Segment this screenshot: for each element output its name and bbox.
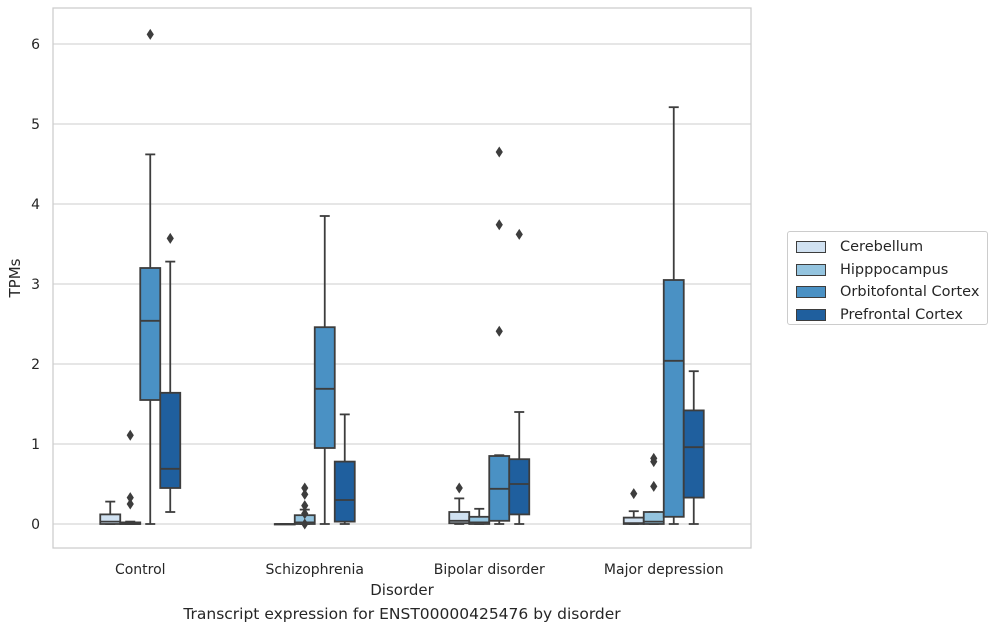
legend-label: Cerebellum bbox=[840, 239, 924, 256]
box-iqr bbox=[662, 279, 685, 518]
box-orbitofontal-cortex-0 bbox=[139, 28, 162, 525]
outlier-point bbox=[166, 232, 174, 244]
box-prefrontal-cortex-0 bbox=[159, 232, 182, 513]
legend-item-orbitofrontal-cortex: Orbitofontal Cortex bbox=[796, 281, 979, 304]
outlier-point bbox=[650, 480, 658, 492]
y-tick-label: 0 bbox=[31, 517, 40, 533]
outlier-point bbox=[126, 498, 134, 510]
outlier-point bbox=[650, 452, 658, 464]
box-prefrontal-cortex-1 bbox=[333, 413, 356, 525]
outlier-point bbox=[495, 219, 503, 231]
outlier-point bbox=[126, 492, 134, 504]
outlier-point bbox=[146, 28, 154, 40]
box-cerebellum-3 bbox=[622, 488, 645, 525]
y-tick-label: 6 bbox=[31, 37, 40, 53]
outlier-point bbox=[301, 488, 309, 500]
outlier-point bbox=[126, 429, 134, 441]
plot-area-frame bbox=[52, 7, 752, 549]
box-cerebellum-2 bbox=[448, 482, 471, 525]
outlier-point bbox=[301, 508, 309, 520]
chart-legend: Cerebellum Hipppocampus Orbitofontal Cor… bbox=[787, 231, 988, 325]
y-tick-label: 5 bbox=[31, 117, 40, 133]
legend-label: Hipppocampus bbox=[840, 261, 949, 278]
box-hipppocampus-1 bbox=[293, 482, 316, 530]
outlier-point bbox=[515, 228, 523, 240]
x-tick-label: Major depression bbox=[604, 562, 724, 578]
legend-swatch bbox=[796, 308, 826, 321]
legend-swatch bbox=[796, 286, 826, 299]
box-orbitofontal-cortex-2 bbox=[488, 146, 511, 525]
box-iqr bbox=[139, 267, 162, 401]
box-hipppocampus-0 bbox=[119, 429, 142, 525]
y-axis-ticks: 0 1 2 3 4 5 6 bbox=[31, 37, 40, 533]
box-prefrontal-cortex-3 bbox=[682, 370, 705, 525]
outlier-point bbox=[630, 488, 638, 500]
box-hipppocampus-3 bbox=[642, 452, 665, 525]
x-tick-label: Bipolar disorder bbox=[434, 562, 545, 578]
box-orbitofontal-cortex-3 bbox=[662, 106, 685, 525]
y-tick-label: 1 bbox=[31, 437, 40, 453]
outlier-point bbox=[495, 325, 503, 337]
legend-item-prefrontal-cortex: Prefrontal Cortex bbox=[796, 304, 979, 327]
legend-label: Prefrontal Cortex bbox=[840, 306, 963, 323]
x-axis-ticks: Control Schizophrenia Bipolar disorder Majo… bbox=[115, 562, 724, 578]
box-hipppocampus-2 bbox=[468, 507, 491, 525]
box-iqr bbox=[159, 391, 182, 489]
box-iqr bbox=[313, 326, 336, 449]
x-axis-label: Disorder bbox=[370, 581, 434, 599]
box-cerebellum-0 bbox=[99, 500, 122, 525]
box-iqr bbox=[333, 460, 356, 523]
legend-item-cerebellum: Cerebellum bbox=[796, 236, 979, 259]
box-prefrontal-cortex-2 bbox=[508, 228, 531, 525]
box-iqr bbox=[682, 409, 705, 499]
legend-swatch bbox=[796, 263, 826, 276]
y-axis-label: TPMs bbox=[6, 258, 24, 298]
box-cerebellum-1 bbox=[273, 523, 296, 526]
y-tick-label: 2 bbox=[31, 357, 40, 373]
y-tick-label: 4 bbox=[31, 197, 40, 213]
y-tick-label: 3 bbox=[31, 277, 40, 293]
outlier-point bbox=[455, 482, 463, 494]
outlier-point bbox=[301, 500, 309, 512]
box-orbitofontal-cortex-1 bbox=[313, 215, 336, 525]
legend-label: Orbitofontal Cortex bbox=[840, 284, 980, 301]
outlier-point bbox=[495, 146, 503, 158]
outlier-point bbox=[301, 482, 309, 494]
x-tick-label: Schizophrenia bbox=[266, 562, 364, 578]
legend-item-hippocampus: Hipppocampus bbox=[796, 259, 979, 282]
box-iqr bbox=[508, 458, 531, 516]
box-series bbox=[99, 28, 705, 530]
x-tick-label: Control bbox=[115, 562, 166, 578]
legend-swatch bbox=[796, 241, 826, 254]
box-iqr bbox=[99, 513, 122, 525]
chart-title: Transcript expression for ENST0000042547… bbox=[183, 605, 621, 623]
outlier-point bbox=[301, 518, 309, 530]
